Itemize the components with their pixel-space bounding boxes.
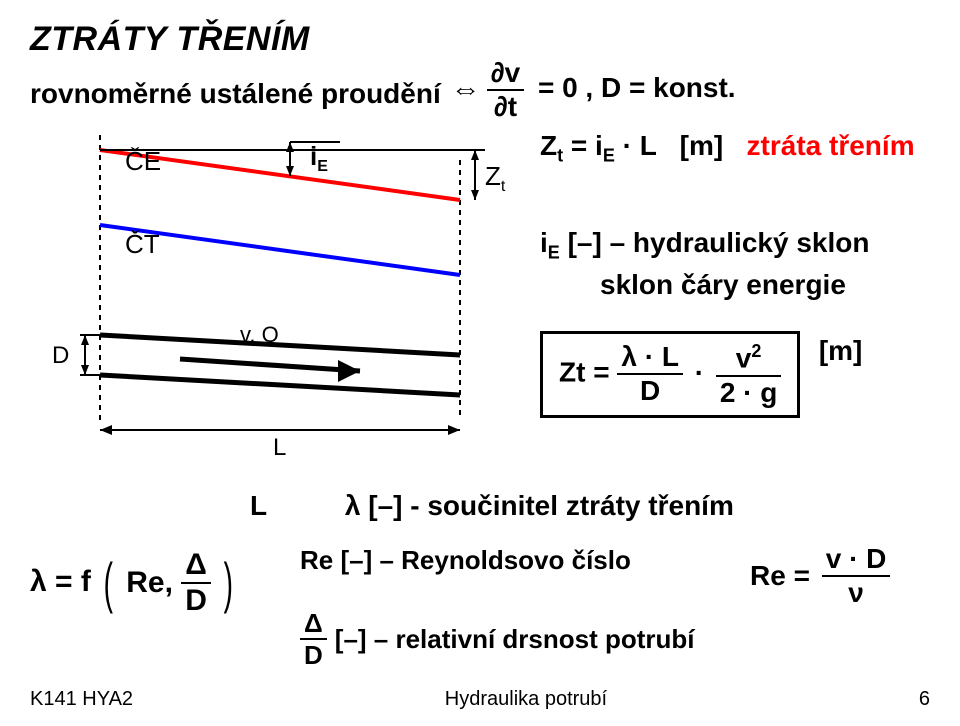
box-Z: Z — [559, 357, 576, 388]
pipe-top — [100, 335, 460, 355]
darcy-box: Zt = λ · L D · v2 2 · g — [540, 331, 800, 417]
roughness-line: Δ D [–] – relativní drsnost potrubí — [300, 610, 695, 668]
lambda-arg-frac: Δ D — [181, 550, 211, 616]
ie-description: iE [–] – hydraulický sklon sklon čáry en… — [540, 227, 940, 302]
zt-Z: Z — [540, 130, 557, 161]
footer-right: 6 — [919, 688, 930, 711]
d-arr-up — [81, 335, 89, 345]
zt-unit: [m] — [680, 130, 724, 161]
box-Z-sub: t — [576, 357, 585, 388]
right-column: Zt = iE · L [m] ztráta třením iE [–] – h… — [540, 130, 940, 418]
re-frac: v · D ν — [822, 545, 891, 607]
zt-i-sub: E — [603, 146, 615, 166]
label-d: D — [52, 342, 69, 369]
flow-arrow-line — [180, 359, 360, 371]
diagram: ČE iE Zt ČT v, Q D L — [30, 130, 510, 460]
flow-arrow-head — [338, 360, 360, 382]
box-den1: D — [617, 375, 683, 405]
re-num: v · D — [822, 545, 891, 577]
slide: ZTRÁTY TŘENÍM rovnoměrné ustálené proudě… — [0, 0, 960, 726]
equiv-symbol: ⇔ — [451, 73, 481, 107]
frac-den: ∂t — [487, 91, 524, 121]
ie-desc2: sklon čáry energie — [600, 269, 940, 301]
ie-desc: [–] – hydraulický sklon — [560, 227, 870, 258]
lambda-desc: λ [–] - součinitel ztráty třením — [345, 490, 734, 521]
eq-dvdt: ∂v ∂t = 0 , D = konst. — [487, 59, 736, 121]
label-vq: v, Q — [240, 322, 279, 347]
lambda-lhs: λ = f — [30, 565, 91, 598]
label-ce: ČE — [125, 146, 161, 176]
big-L: L — [250, 490, 267, 521]
box-frac1: λ · L D — [617, 343, 683, 405]
lambda-arg-num: Δ — [181, 550, 211, 584]
lambda-desc-row: L λ [–] - součinitel ztráty třením — [250, 490, 734, 522]
roughness-den: D — [300, 640, 327, 668]
box-den2: 2 · g — [716, 377, 782, 407]
frac-num: ∂v — [487, 59, 524, 91]
l-arr-left — [100, 425, 112, 435]
re-desc: Re [–] – Reynoldsovo číslo — [300, 545, 631, 576]
label-zt: Zt — [485, 161, 506, 195]
subtitle-text: rovnoměrné ustálené proudění — [30, 78, 441, 110]
subtitle-row: rovnoměrné ustálené proudění ⇔ ∂v ∂t = 0… — [30, 59, 930, 121]
lambda-arg-den: D — [181, 584, 211, 616]
zt-dotL: · L — [623, 130, 657, 161]
main-title: ZTRÁTY TŘENÍM — [30, 20, 930, 59]
box-frac2: v2 2 · g — [716, 342, 782, 406]
re-lhs: Re = — [750, 560, 810, 591]
label-l: L — [273, 434, 286, 460]
box-num2: v2 — [716, 342, 782, 376]
eq-rhs: = 0 , D = konst. — [538, 72, 736, 103]
zt-arrow-down — [471, 190, 479, 200]
re-equation: Re = v · D ν — [750, 545, 890, 607]
zt-arrow-up — [471, 150, 479, 160]
frac-dvdt: ∂v ∂t — [487, 59, 524, 121]
zt-sub: t — [557, 146, 563, 166]
roughness-frac: Δ D — [300, 610, 327, 668]
ztrata-text: ztráta třením — [747, 130, 915, 161]
l-arr-right — [448, 425, 460, 435]
lambda-arg-re: Re, — [126, 566, 173, 599]
zt-equation-line: Zt = iE · L [m] ztráta třením — [540, 130, 940, 167]
label-ie: iE — [310, 141, 328, 175]
zt-i: i — [595, 130, 603, 161]
label-ct: ČT — [125, 229, 160, 259]
re-den: ν — [822, 577, 891, 607]
footer-left: K141 HYA2 — [30, 688, 133, 711]
footer-center: Hydraulika potrubí — [445, 688, 607, 711]
footer: K141 HYA2 Hydraulika potrubí 6 — [30, 688, 930, 711]
box-unit: [m] — [819, 335, 863, 366]
paren-close: ) — [224, 566, 233, 600]
roughness-text: [–] – relativní drsnost potrubí — [335, 624, 695, 655]
d-arr-down — [81, 365, 89, 375]
ie-arr-up — [286, 142, 294, 152]
pipe-bot — [100, 375, 460, 395]
lambda-function: λ = f ( Re, Δ D ) — [30, 550, 238, 616]
box-num1: λ · L — [617, 343, 683, 375]
ie-i: i — [540, 227, 548, 258]
roughness-num: Δ — [300, 610, 327, 640]
diagram-svg: ČE iE Zt ČT v, Q D L — [30, 130, 510, 460]
eq-sign: = — [571, 130, 595, 161]
ie-sub: E — [548, 242, 560, 262]
paren-open: ( — [104, 566, 113, 600]
box-eq: = — [593, 357, 617, 388]
